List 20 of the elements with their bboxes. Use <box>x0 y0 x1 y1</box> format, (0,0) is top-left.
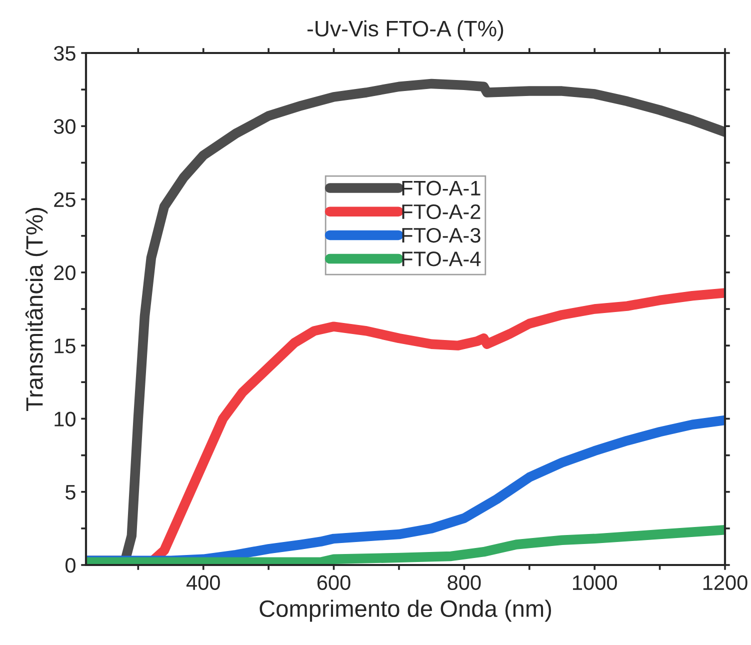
y-tick-label: 0 <box>66 558 76 573</box>
x-tick-label: 1200 <box>703 575 748 590</box>
y-tick-label: 20 <box>54 265 76 280</box>
chart-title: -Uv-Vis FTO-A (T%) <box>308 20 504 41</box>
x-tick-label: 1000 <box>573 575 617 590</box>
x-tick-label: 600 <box>317 575 350 590</box>
legend-label: FTO-A-3 <box>402 228 480 243</box>
y-tick-label: 5 <box>66 485 76 500</box>
y-tick-label: 30 <box>54 119 76 134</box>
x-tick-label: 800 <box>448 575 481 590</box>
y-tick-label: 25 <box>54 192 76 208</box>
x-axis-title: Comprimento de Onda (nm) <box>260 600 552 622</box>
x-tick-label: 400 <box>186 575 220 590</box>
legend-label: FTO-A-4 <box>402 252 481 266</box>
y-tick-label: 15 <box>54 338 76 354</box>
legend-label: FTO-A-2 <box>402 204 480 220</box>
y-tick-label: 10 <box>54 412 76 426</box>
y-tick-label: 35 <box>54 46 76 61</box>
y-axis-title: Transmitância (T%) <box>25 208 48 412</box>
legend-label: FTO-A-1 <box>402 180 480 196</box>
